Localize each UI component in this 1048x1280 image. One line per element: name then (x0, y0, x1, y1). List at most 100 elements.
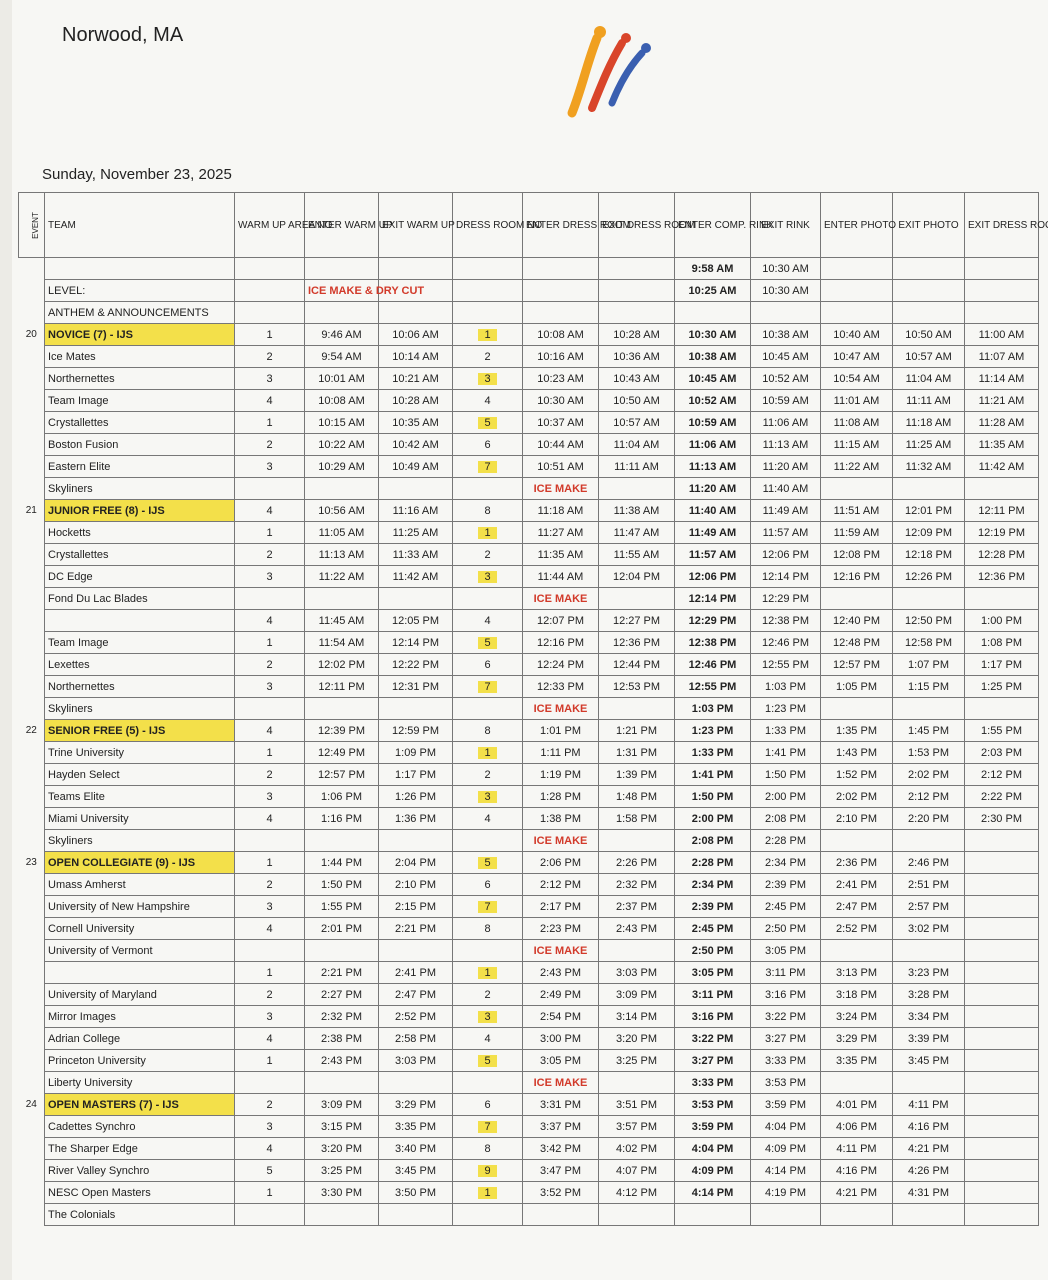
enter-dress-room: 1:19 PM (522, 763, 599, 786)
exit-photo: 11:11 AM (892, 389, 965, 412)
enter-dress-room: 3:42 PM (522, 1137, 599, 1160)
enter-dress-room: 10:08 AM (522, 323, 599, 346)
team-row: Liberty University ICE MAKE 3:33 PM 3:53 PM (18, 1071, 1039, 1094)
column-header: EXIT DRESS ROOM (598, 192, 695, 258)
team: Northernettes (44, 675, 235, 698)
warm-up-area: 2 (234, 873, 305, 896)
plain-row: LEVEL: ICE MAKE & DRY CUT 10:25 AM 10:30 AM (18, 279, 1039, 302)
exit-photo: 4:11 PM (892, 1093, 965, 1116)
event (18, 367, 45, 390)
exit-dress-room-final (964, 477, 1039, 500)
dress-room: 9 (452, 1159, 523, 1182)
warm-up-area: 3 (234, 1005, 305, 1028)
dress-room: 1 (452, 1181, 523, 1204)
dress-room-number: 1 (478, 526, 497, 539)
enter-photo: 4:01 PM (820, 1093, 893, 1116)
exit-photo (892, 477, 965, 500)
exit-rink: 4:09 PM (750, 1137, 821, 1160)
enter-dress-room: 2:06 PM (522, 851, 599, 874)
dress-room-number: 7 (478, 460, 497, 473)
enter-dress-room: 2:49 PM (522, 983, 599, 1006)
exit-rink: 1:33 PM (750, 719, 821, 742)
enter-comp-rink: 1:33 PM (674, 741, 751, 764)
team-row: Boston Fusion 2 10:22 AM 10:42 AM 6 10:44 AM 1… (18, 433, 1039, 456)
exit-dress-room: 11:47 AM (598, 521, 675, 544)
enter-dress-room: 2:23 PM (522, 917, 599, 940)
column-header: EXIT PHOTO (892, 192, 965, 258)
exit-warm-up: 10:35 AM (378, 411, 453, 434)
table-body: 9:58 AM 10:30 AM LEVEL: ICE MAKE & DRY CUT 1… (18, 257, 1039, 1226)
enter-dress-room: 3:37 PM (522, 1115, 599, 1138)
enter-comp-rink: 12:55 PM (674, 675, 751, 698)
event (18, 301, 45, 324)
enter-warm-up: 2:43 PM (304, 1049, 379, 1072)
warm-up-area (234, 587, 305, 610)
enter-photo: 10:47 AM (820, 345, 893, 368)
warm-up-area (234, 279, 305, 302)
team-row: Skyliners ICE MAKE 2:08 PM 2:28 PM (18, 829, 1039, 852)
warm-up-area (234, 697, 305, 720)
team: OPEN COLLEGIATE (9) - IJS (44, 851, 235, 874)
exit-photo: 12:01 PM (892, 499, 965, 522)
warm-up-area: 1 (234, 741, 305, 764)
warm-up-area: 2 (234, 1093, 305, 1116)
exit-photo (892, 1071, 965, 1094)
exit-rink: 10:30 AM (750, 279, 821, 302)
exit-photo (892, 587, 965, 610)
enter-comp-rink: 11:06 AM (674, 433, 751, 456)
dress-room: 2 (452, 983, 523, 1006)
team-row: The Sharper Edge 4 3:20 PM 3:40 PM 8 3:42 PM 4… (18, 1137, 1039, 1160)
event (18, 1071, 45, 1094)
warm-up-area: 4 (234, 499, 305, 522)
enter-comp-rink: 2:00 PM (674, 807, 751, 830)
enter-comp-rink: 1:23 PM (674, 719, 751, 742)
warm-up-area: 4 (234, 917, 305, 940)
exit-dress-room: 1:21 PM (598, 719, 675, 742)
dress-room: 6 (452, 1093, 523, 1116)
enter-warm-up: 1:06 PM (304, 785, 379, 808)
enter-warm-up: 1:55 PM (304, 895, 379, 918)
enter-comp-rink: 2:39 PM (674, 895, 751, 918)
enter-warm-up: 10:01 AM (304, 367, 379, 390)
enter-dress-room: ICE MAKE (522, 587, 599, 610)
enter-comp-rink: 9:58 AM (674, 257, 751, 280)
exit-photo: 12:26 PM (892, 565, 965, 588)
enter-comp-rink: 3:59 PM (674, 1115, 751, 1138)
enter-warm-up: 11:45 AM (304, 609, 379, 632)
exit-rink: 11:06 AM (750, 411, 821, 434)
enter-photo: 12:16 PM (820, 565, 893, 588)
enter-photo: 10:40 AM (820, 323, 893, 346)
enter-photo: 11:08 AM (820, 411, 893, 434)
event (18, 587, 45, 610)
team-row: Teams Elite 3 1:06 PM 1:26 PM 3 1:28 PM 1:48 P… (18, 785, 1039, 808)
dress-room: 7 (452, 1115, 523, 1138)
enter-dress-room: 10:37 AM (522, 411, 599, 434)
enter-comp-rink: 12:29 PM (674, 609, 751, 632)
location: Norwood, MA (62, 24, 184, 46)
team: University of New Hampshire (44, 895, 235, 918)
event: 20 (18, 323, 45, 346)
event: 23 (18, 851, 45, 874)
enter-photo: 3:24 PM (820, 1005, 893, 1028)
dress-room: 8 (452, 719, 523, 742)
warm-up-area (234, 1071, 305, 1094)
enter-dress-room: 10:23 AM (522, 367, 599, 390)
exit-dress-room: 3:14 PM (598, 1005, 675, 1028)
enter-warm-up (304, 587, 379, 610)
enter-photo: 2:36 PM (820, 851, 893, 874)
dress-room (452, 477, 523, 500)
exit-photo: 2:46 PM (892, 851, 965, 874)
exit-photo (892, 829, 965, 852)
team: SENIOR FREE (5) - IJS (44, 719, 235, 742)
event: 21 (18, 499, 45, 522)
dress-room-number: 3 (478, 1010, 497, 1023)
dress-room: 5 (452, 631, 523, 654)
enter-warm-up: 3:25 PM (304, 1159, 379, 1182)
dress-room: 8 (452, 1137, 523, 1160)
exit-dress-room-final: 11:00 AM (964, 323, 1039, 346)
exit-warm-up (378, 477, 453, 500)
enter-warm-up: 3:30 PM (304, 1181, 379, 1204)
exit-dress-room: 3:57 PM (598, 1115, 675, 1138)
enter-warm-up (304, 257, 379, 280)
exit-warm-up: 11:42 AM (378, 565, 453, 588)
